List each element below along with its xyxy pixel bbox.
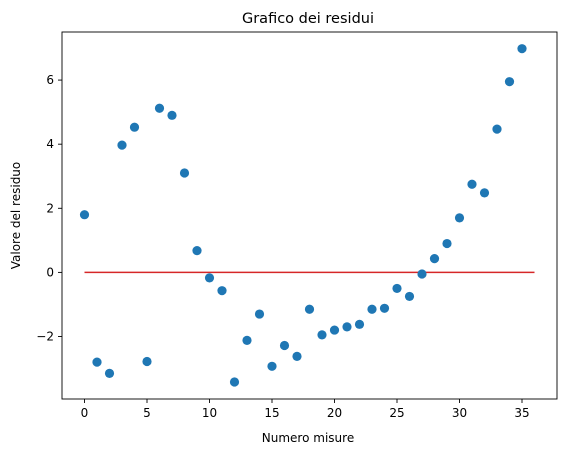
data-point xyxy=(129,122,140,132)
data-point xyxy=(267,361,277,371)
data-point xyxy=(104,368,115,378)
data-point xyxy=(342,322,352,332)
y-axis: −2 0 2 4 6 xyxy=(36,73,62,343)
data-point xyxy=(467,179,477,189)
data-point xyxy=(204,273,215,283)
data-point xyxy=(392,283,402,294)
x-axis: 0 5 10 15 20 25 30 35 xyxy=(81,399,530,420)
x-tick-label: 20 xyxy=(327,406,342,420)
data-point xyxy=(454,213,465,223)
chart-title: Grafico dei residui xyxy=(242,11,374,27)
data-point xyxy=(429,254,440,264)
data-point xyxy=(517,44,527,54)
data-point xyxy=(179,168,190,178)
data-point xyxy=(329,325,340,335)
x-tick-label: 30 xyxy=(452,406,467,420)
data-point xyxy=(79,210,90,220)
data-point xyxy=(217,286,227,296)
x-tick-label: 25 xyxy=(389,406,404,420)
y-tick-label: 2 xyxy=(46,201,54,215)
data-point xyxy=(154,103,165,113)
data-point xyxy=(479,188,490,198)
data-point xyxy=(354,319,365,329)
data-point xyxy=(167,110,177,120)
data-point xyxy=(379,303,390,313)
data-point xyxy=(404,291,415,302)
x-tick-label: 5 xyxy=(143,406,151,420)
x-tick-label: 15 xyxy=(264,406,279,420)
data-point xyxy=(367,304,377,314)
data-point xyxy=(492,124,502,134)
data-point xyxy=(317,330,327,340)
y-tick-label: −2 xyxy=(36,329,54,343)
y-tick-label: 6 xyxy=(46,73,54,87)
data-point xyxy=(254,309,265,319)
data-point xyxy=(279,340,290,351)
data-point xyxy=(442,238,452,249)
x-tick-label: 0 xyxy=(81,406,89,420)
data-point xyxy=(292,351,302,361)
data-point xyxy=(304,304,315,314)
data-point xyxy=(229,377,240,387)
data-point xyxy=(117,140,127,150)
axes-frame xyxy=(61,31,558,400)
plot-area xyxy=(79,44,535,387)
x-tick-label: 10 xyxy=(202,406,217,420)
data-point xyxy=(417,269,427,279)
x-tick-label: 35 xyxy=(514,406,529,420)
y-tick-label: 0 xyxy=(46,265,54,279)
data-point xyxy=(142,356,152,367)
data-point xyxy=(92,357,102,367)
data-point xyxy=(242,335,252,345)
y-axis-label: Valore del residuo xyxy=(9,162,23,270)
y-tick-label: 4 xyxy=(46,137,54,151)
data-point xyxy=(504,77,515,87)
x-axis-label: Numero misure xyxy=(262,431,354,445)
data-point xyxy=(192,245,202,256)
